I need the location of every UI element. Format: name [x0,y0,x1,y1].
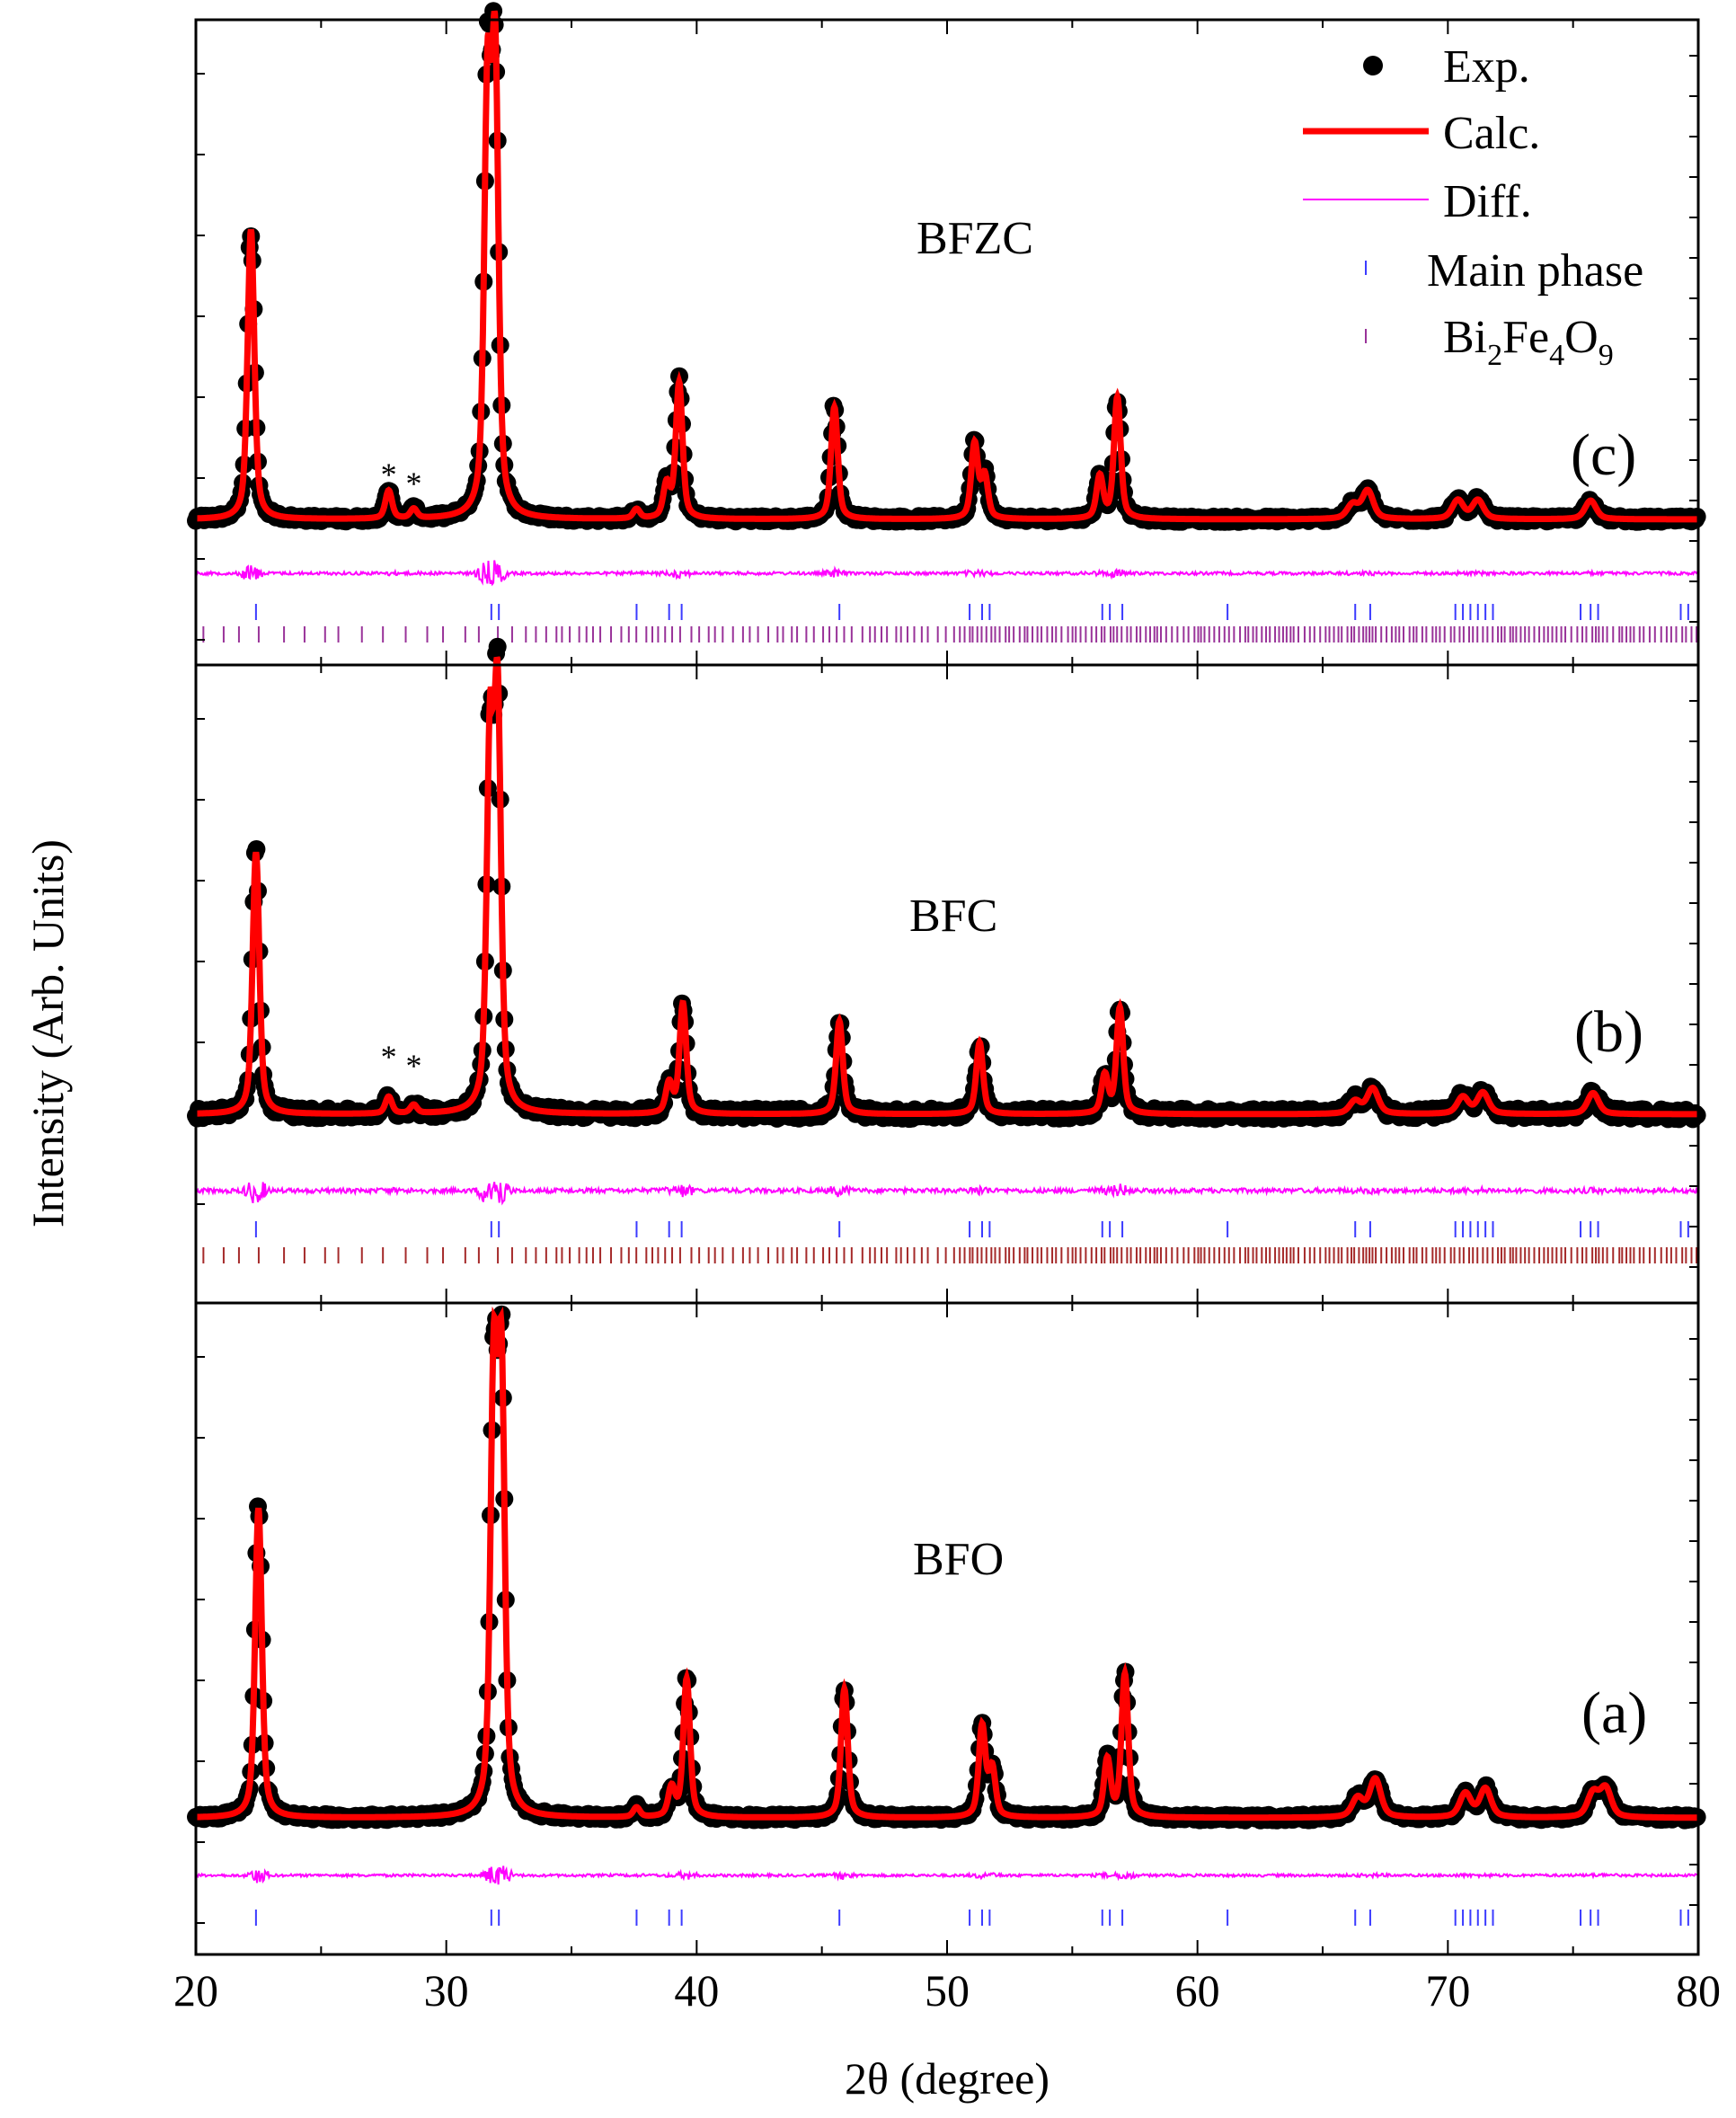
panel-b-bfc: * * BFC (b) [187,637,1706,1263]
x-tick-label: 60 [1175,1965,1220,2016]
bragg-ticks-main-phase-c [254,604,1689,620]
legend-diff-label: Diff. [1443,176,1532,227]
x-tick-label: 40 [674,1965,719,2016]
difference-curve-c [195,560,1698,587]
impurity-marker: * [381,1039,397,1075]
panel-label-b: (b) [1574,999,1643,1065]
sample-label-bfzc: BFZC [917,213,1033,264]
panel-label-c: (c) [1571,422,1636,488]
y-axis-title: Intensity (Arb. Units) [22,839,73,1227]
impurity-markers-c: * * [381,456,422,501]
impurity-marker: * [405,465,421,501]
bragg-ticks-main-phase-b [254,1221,1689,1237]
x-tick-label: 80 [1676,1965,1721,2016]
panel-label-a: (a) [1581,1680,1647,1746]
legend-exp-marker [1363,56,1383,75]
bragg-ticks-bi2fe4o9-b [202,1247,1698,1263]
legend-exp-label: Exp. [1443,41,1530,93]
legend-main-phase-label: Main phase [1427,245,1643,297]
exp-point [247,840,266,858]
legend-bi2fe4o9-label: Bi2Fe4O9 [1443,312,1614,372]
calculated-curve-c [196,10,1698,523]
x-tick-label: 50 [925,1965,970,2016]
impurity-marker: * [405,1048,421,1084]
x-tick-label: 20 [173,1965,218,2016]
x-axis-title: 2θ (degree) [845,2053,1050,2104]
x-tick-label: 30 [424,1965,469,2016]
sample-label-bfc: BFC [909,891,997,942]
x-tick-label: 70 [1425,1965,1470,2016]
exp-point [488,637,507,656]
bragg-ticks-bi2fe4o9-c [202,626,1698,642]
difference-curve-b [195,1182,1698,1206]
panel-c-bfzc: * * BFZC (c) [187,2,1706,642]
legend-calc-label: Calc. [1443,108,1540,159]
impurity-marker: * [381,456,397,492]
sample-label-bfo: BFO [913,1534,1004,1585]
